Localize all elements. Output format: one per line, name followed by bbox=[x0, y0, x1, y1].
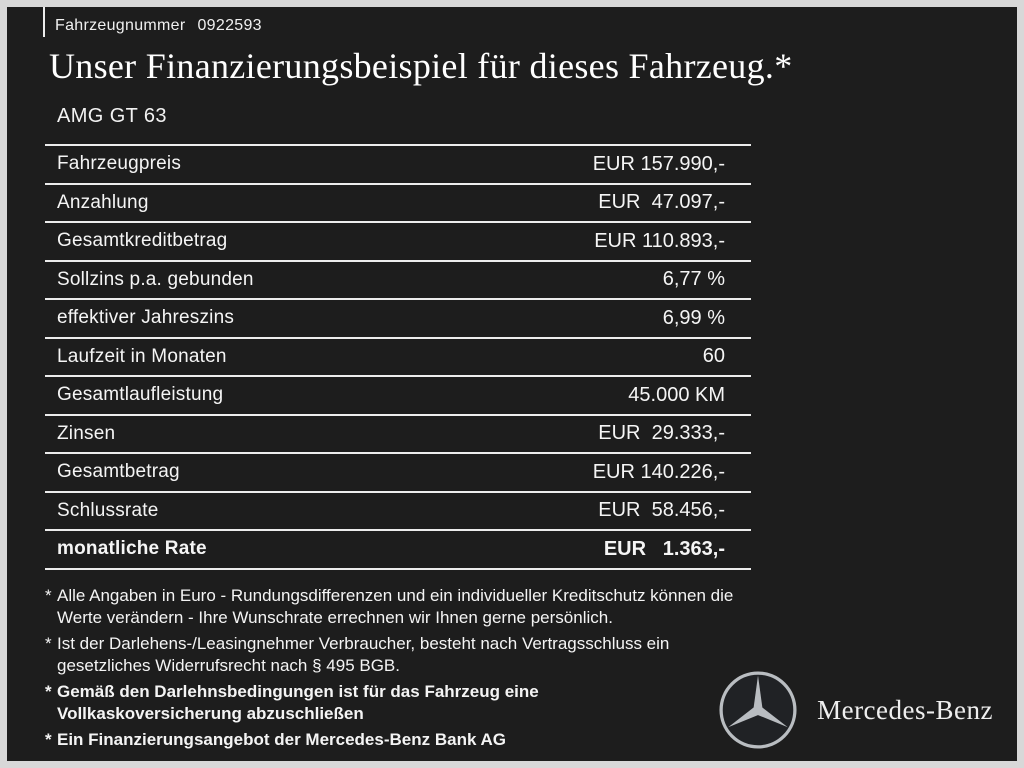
footnote-asterisk: * bbox=[45, 586, 52, 605]
footnote: * Ein Finanzierungsangebot der Mercedes-… bbox=[45, 729, 755, 751]
table-row: Laufzeit in Monaten 60 bbox=[45, 336, 751, 376]
row-label: Anzahlung bbox=[57, 191, 149, 213]
table-row: Sollzins p.a. gebunden 6,77 % bbox=[45, 259, 751, 299]
brand-name: Mercedes-Benz bbox=[817, 694, 993, 725]
table-row: Gesamtbetrag EUR 140.226,- bbox=[45, 452, 751, 491]
row-value: EUR 58.456,- bbox=[598, 499, 725, 522]
financing-table: Fahrzeugpreis EUR 157.990,- Anzahlung EU… bbox=[45, 144, 751, 570]
footnote-text: Gemäß den Darlehnsbedingungen ist für da… bbox=[57, 682, 539, 723]
table-row: Fahrzeugpreis EUR 157.990,- bbox=[45, 144, 751, 183]
table-row: Gesamtkreditbetrag EUR 110.893,- bbox=[45, 221, 751, 260]
row-value: 6,77 % bbox=[662, 268, 725, 291]
corner-tick bbox=[43, 7, 45, 37]
model-name: AMG GT 63 bbox=[57, 105, 167, 127]
table-row: Zinsen EUR 29.333,- bbox=[45, 413, 751, 453]
row-value: EUR 29.333,- bbox=[598, 422, 725, 445]
footnote-text: Alle Angaben in Euro - Rundungsdifferenz… bbox=[57, 586, 734, 627]
footnote-asterisk: * bbox=[45, 682, 52, 701]
table-row: Gesamtlaufleistung 45.000 KM bbox=[45, 375, 751, 414]
vehicle-number-value: 0922593 bbox=[197, 17, 262, 34]
row-label: Sollzins p.a. gebunden bbox=[57, 268, 254, 290]
brand-lockup: Mercedes-Benz bbox=[717, 669, 993, 751]
row-value: EUR 47.097,- bbox=[598, 191, 725, 214]
table-row: Anzahlung EUR 47.097,- bbox=[45, 182, 751, 222]
row-label: effektiver Jahreszins bbox=[57, 307, 235, 329]
footnote: * Ist der Darlehens-/Leasingnehmer Verbr… bbox=[45, 633, 755, 677]
row-label: Fahrzeugpreis bbox=[57, 153, 182, 175]
footnote: * Gemäß den Darlehnsbedingungen ist für … bbox=[45, 681, 755, 725]
row-value: EUR 140.226,- bbox=[592, 460, 725, 483]
vehicle-number: Fahrzeugnummer 0922593 bbox=[55, 17, 262, 35]
table-row: Schlussrate EUR 58.456,- bbox=[45, 490, 751, 530]
row-value: EUR 157.990,- bbox=[592, 152, 725, 175]
row-value: 45.000 KM bbox=[628, 383, 725, 406]
footnote-asterisk: * bbox=[45, 634, 52, 653]
vehicle-number-label: Fahrzeugnummer bbox=[55, 17, 186, 34]
row-value: 60 bbox=[702, 345, 725, 368]
table-row-monthly-rate: monatliche Rate EUR 1.363,- bbox=[45, 529, 751, 568]
footnote-list: * Alle Angaben in Euro - Rundungsdiffere… bbox=[45, 585, 755, 755]
table-row: effektiver Jahreszins 6,99 % bbox=[45, 298, 751, 337]
row-label: Gesamtkreditbetrag bbox=[57, 230, 228, 252]
row-label: Laufzeit in Monaten bbox=[57, 345, 227, 367]
footnote-text: Ist der Darlehens-/Leasingnehmer Verbrau… bbox=[57, 634, 670, 675]
page-title: Unser Finanzierungsbeispiel für dieses F… bbox=[49, 46, 793, 86]
row-label: Zinsen bbox=[57, 422, 116, 444]
row-label: monatliche Rate bbox=[57, 538, 207, 560]
row-value: EUR 110.893,- bbox=[594, 229, 725, 252]
row-label: Schlussrate bbox=[57, 499, 159, 521]
mercedes-star-icon bbox=[717, 669, 799, 751]
row-label: Gesamtbetrag bbox=[57, 461, 180, 483]
footnote-text: Ein Finanzierungsangebot der Mercedes-Be… bbox=[57, 730, 507, 749]
footnote-asterisk: * bbox=[45, 730, 52, 749]
row-label: Gesamtlaufleistung bbox=[57, 384, 224, 406]
row-value: EUR 1.363,- bbox=[603, 537, 725, 560]
row-value: 6,99 % bbox=[662, 306, 725, 329]
footnote: * Alle Angaben in Euro - Rundungsdiffere… bbox=[45, 585, 755, 629]
